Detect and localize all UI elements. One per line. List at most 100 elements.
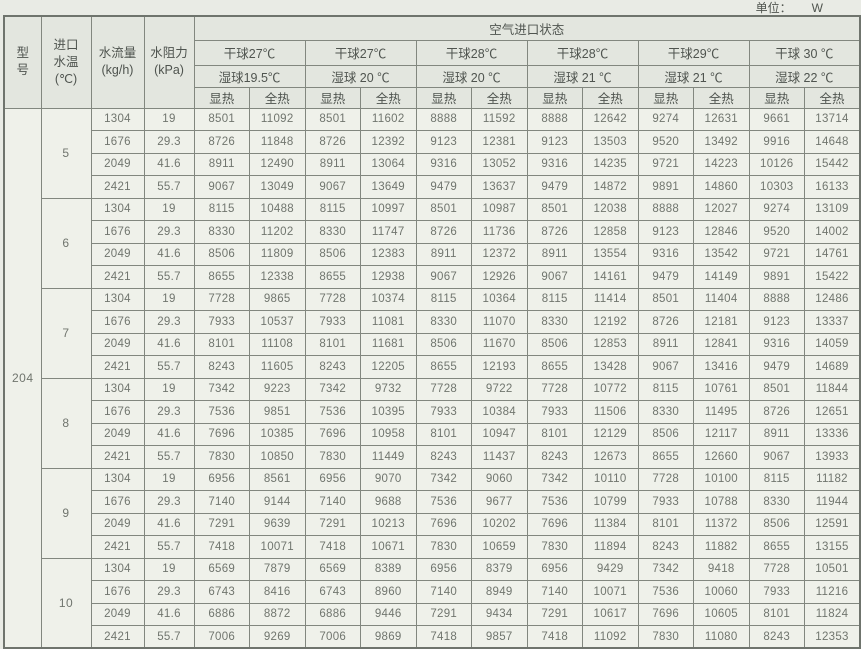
table-row: 2049 41.6 7291 9639 7291 10213 7696 10202 7696 11…	[4, 512, 861, 536]
total-heat-cell: 10071	[582, 580, 639, 604]
resistance-cell: 55.7	[143, 175, 195, 199]
table-row: 2421 55.7 7006 9269 7006 9869 7418 9857 7418 1109…	[4, 625, 861, 649]
sensible-heat-header: 显热	[415, 86, 472, 109]
total-heat-cell: 12129	[582, 422, 639, 446]
total-heat-cell: 12338	[249, 265, 306, 289]
sensible-heat-cell: 7291	[304, 512, 361, 536]
total-heat-cell: 13337	[804, 310, 861, 334]
total-heat-cell: 9869	[360, 625, 417, 649]
sensible-heat-cell: 8911	[304, 152, 361, 176]
total-heat-cell: 9851	[249, 400, 306, 424]
resistance-cell: 41.6	[143, 602, 195, 626]
total-heat-cell: 10060	[693, 580, 750, 604]
table-row: 1676 29.3 8330 11202 8330 11747 8726 11736 8726 1…	[4, 220, 861, 244]
total-heat-cell: 9144	[249, 490, 306, 514]
sensible-heat-cell: 8501	[415, 197, 472, 221]
sensible-heat-cell: 9479	[637, 265, 694, 289]
total-heat-cell: 12038	[582, 197, 639, 221]
total-heat-cell: 12381	[471, 130, 528, 154]
total-heat-cell: 12181	[693, 310, 750, 334]
header-row-heat-type: 显热 全热 显热 全热 显热 全热 显热 全热 显热 全热 显热 全热	[4, 86, 861, 109]
flow-cell: 1676	[90, 310, 145, 334]
sensible-heat-cell: 8911	[526, 242, 583, 266]
flow-cell: 1304	[90, 377, 145, 401]
sensible-heat-cell: 6569	[304, 557, 361, 581]
sensible-heat-cell: 9916	[748, 130, 805, 154]
flow-cell: 1304	[90, 557, 145, 581]
flow-cell: 1304	[90, 107, 145, 131]
water-temp-cell: 5	[40, 107, 92, 199]
total-heat-cell: 12117	[693, 422, 750, 446]
total-heat-cell: 15442	[804, 152, 861, 176]
total-heat-cell: 13052	[471, 152, 528, 176]
sensible-heat-cell: 8243	[193, 355, 250, 379]
sensible-heat-cell: 9067	[304, 175, 361, 199]
sensible-heat-cell: 7728	[526, 377, 583, 401]
total-heat-cell: 11414	[582, 287, 639, 311]
sensible-heat-cell: 7536	[304, 400, 361, 424]
total-heat-cell: 10850	[249, 445, 306, 469]
table-row: 8 1304 19 7342 9223 7342 9732 7728 9722 7728 10772…	[4, 377, 861, 469]
wet-bulb-header: 湿球 22 ℃	[748, 64, 861, 88]
sensible-heat-cell: 8506	[304, 242, 361, 266]
sensible-heat-cell: 7933	[193, 310, 250, 334]
total-heat-cell: 9857	[471, 625, 528, 649]
sensible-heat-cell: 8726	[748, 400, 805, 424]
resistance-cell: 29.3	[143, 400, 195, 424]
table-row: 1676 29.3 7933 10537 7933 11081 8330 11070 8330 1…	[4, 310, 861, 334]
sensible-heat-cell: 7291	[526, 602, 583, 626]
table-row: 2421 55.7 9067 13049 9067 13649 9479 13637 9479 1…	[4, 175, 861, 199]
table-row: 1676 29.3 8726 11848 8726 12392 9123 12381 9123 1…	[4, 130, 861, 154]
total-heat-cell: 10958	[360, 422, 417, 446]
header-row-dry-bulb: 干球27℃ 干球27℃ 干球28℃ 干球28℃ 干球29℃ 干球 30 ℃	[4, 39, 861, 66]
sensible-heat-cell: 8911	[193, 152, 250, 176]
flow-cell: 1676	[90, 400, 145, 424]
resistance-cell: 19	[143, 377, 195, 401]
total-heat-header: 全热	[804, 86, 861, 109]
total-heat-cell: 11495	[693, 400, 750, 424]
sensible-heat-cell: 7830	[193, 445, 250, 469]
total-heat-cell: 13064	[360, 152, 417, 176]
total-heat-cell: 11747	[360, 220, 417, 244]
total-heat-header: 全热	[471, 86, 528, 109]
sensible-heat-cell: 7342	[193, 377, 250, 401]
sensible-heat-cell: 8655	[748, 535, 805, 559]
total-heat-cell: 13049	[249, 175, 306, 199]
sensible-heat-cell: 8101	[637, 512, 694, 536]
flow-cell: 2049	[90, 152, 145, 176]
table-row: 1676 29.3 6743 8416 6743 8960 7140 8949 7140 1007…	[4, 580, 861, 604]
total-heat-cell: 10997	[360, 197, 417, 221]
total-heat-cell: 11809	[249, 242, 306, 266]
sensible-heat-cell: 8655	[304, 265, 361, 289]
sensible-heat-cell: 7933	[415, 400, 472, 424]
sensible-heat-header: 显热	[637, 86, 694, 109]
wet-bulb-header: 湿球 21 ℃	[637, 64, 750, 88]
total-heat-cell: 10202	[471, 512, 528, 536]
sensible-heat-cell: 6569	[193, 557, 250, 581]
sensible-heat-cell: 7728	[748, 557, 805, 581]
sensible-heat-cell: 9479	[526, 175, 583, 199]
resistance-cell: 41.6	[143, 242, 195, 266]
sensible-heat-cell: 7696	[415, 512, 472, 536]
total-heat-cell: 11592	[471, 107, 528, 131]
total-heat-cell: 13714	[804, 107, 861, 131]
total-heat-cell: 8389	[360, 557, 417, 581]
col-header-inlet-temp: 进口 水温 (℃)	[40, 15, 92, 109]
dry-bulb-header: 干球27℃	[193, 39, 306, 66]
total-heat-cell: 8872	[249, 602, 306, 626]
total-heat-cell: 11506	[582, 400, 639, 424]
total-heat-cell: 15422	[804, 265, 861, 289]
total-heat-cell: 14002	[804, 220, 861, 244]
sensible-heat-cell: 7696	[304, 422, 361, 446]
total-heat-cell: 13542	[693, 242, 750, 266]
sensible-heat-cell: 8101	[415, 422, 472, 446]
total-heat-cell: 10100	[693, 467, 750, 491]
total-heat-cell: 11848	[249, 130, 306, 154]
sensible-heat-header: 显热	[304, 86, 361, 109]
total-heat-cell: 10374	[360, 287, 417, 311]
sensible-heat-cell: 8115	[526, 287, 583, 311]
col-header-resistance: 水阻力 (kPa)	[143, 15, 195, 109]
total-heat-cell: 9269	[249, 625, 306, 649]
total-heat-cell: 11404	[693, 287, 750, 311]
wet-bulb-header: 湿球 20 ℃	[304, 64, 417, 88]
